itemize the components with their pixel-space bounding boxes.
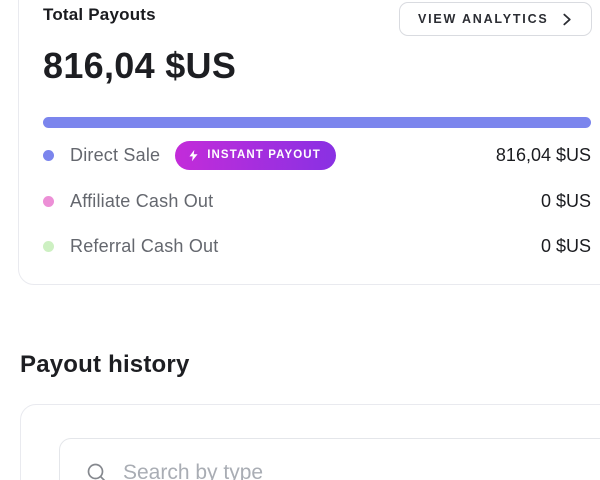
payout-row-referral: Referral Cash Out 0 $US: [43, 230, 591, 262]
payout-history-title: Payout history: [20, 351, 190, 378]
payout-row-value: 816,04 $US: [495, 144, 591, 165]
lightning-bolt-icon: [187, 149, 200, 162]
total-amount: 816,04 $US: [43, 45, 237, 86]
payout-progress-bar: [43, 117, 591, 128]
instant-payout-badge: INSTANT PAYOUT: [175, 140, 336, 170]
view-analytics-label: VIEW ANALYTICS: [418, 12, 549, 26]
payout-row-label: Direct Sale: [70, 144, 161, 165]
payout-row-affiliate: Affiliate Cash Out 0 $US: [43, 185, 591, 217]
payout-row-value: 0 $US: [540, 235, 591, 256]
payout-row-label: Affiliate Cash Out: [70, 190, 214, 211]
payout-row-direct-sale: Direct Sale INSTANT PAYOUT 816,04 $US: [43, 139, 591, 171]
affiliate-dot-icon: [43, 195, 54, 207]
search-input[interactable]: [123, 461, 600, 480]
payout-row-label: Referral Cash Out: [70, 235, 219, 256]
search-icon: [85, 461, 109, 480]
total-payouts-card: Total Payouts VIEW ANALYTICS 816,04 $US …: [18, 0, 600, 285]
total-payouts-title: Total Payouts: [43, 5, 156, 24]
direct-sale-dot-icon: [43, 149, 54, 161]
payout-history-card: [20, 404, 600, 480]
search-field-container[interactable]: [59, 438, 600, 480]
payout-row-value: 0 $US: [540, 190, 591, 211]
view-analytics-button[interactable]: VIEW ANALYTICS: [399, 2, 592, 36]
instant-payout-badge-label: INSTANT PAYOUT: [207, 149, 321, 161]
chevron-right-icon: [560, 13, 573, 26]
referral-dot-icon: [43, 240, 54, 252]
